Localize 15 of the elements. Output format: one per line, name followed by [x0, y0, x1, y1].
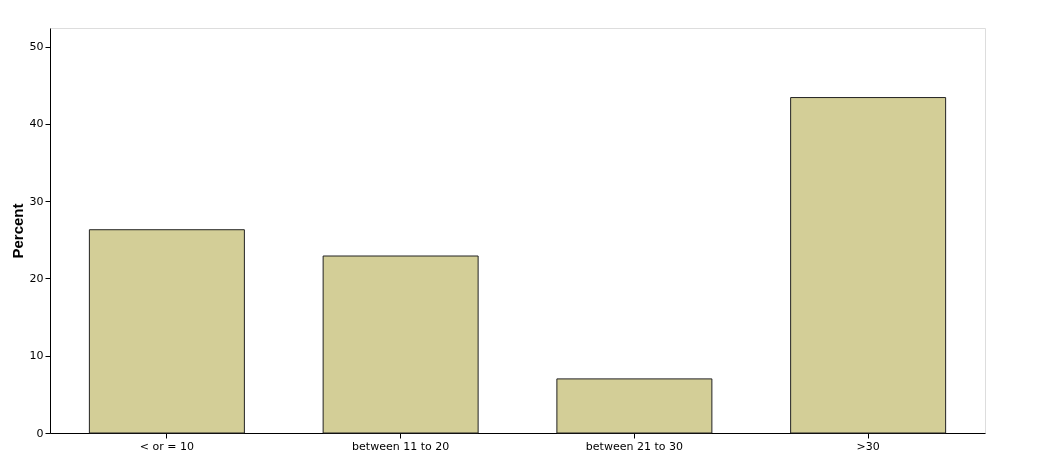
- bar: [322, 255, 479, 434]
- y-tick-label: 30: [29, 194, 44, 208]
- x-tick-label: between 11 to 20: [352, 439, 450, 453]
- bar: [790, 97, 947, 434]
- x-tick-label: between 21 to 30: [585, 439, 683, 453]
- bar: [88, 229, 245, 434]
- y-tick-label: 0: [36, 426, 44, 440]
- y-tick-label: 40: [29, 117, 44, 131]
- y-tick-label: 10: [29, 349, 44, 363]
- y-tick-label: 20: [29, 271, 44, 285]
- y-tick-label: 50: [29, 40, 44, 54]
- bar: [556, 378, 713, 434]
- y-axis-title: Percent: [8, 203, 26, 259]
- x-tick-label: < or = 10: [139, 439, 194, 453]
- x-tick-label: >30: [856, 439, 880, 453]
